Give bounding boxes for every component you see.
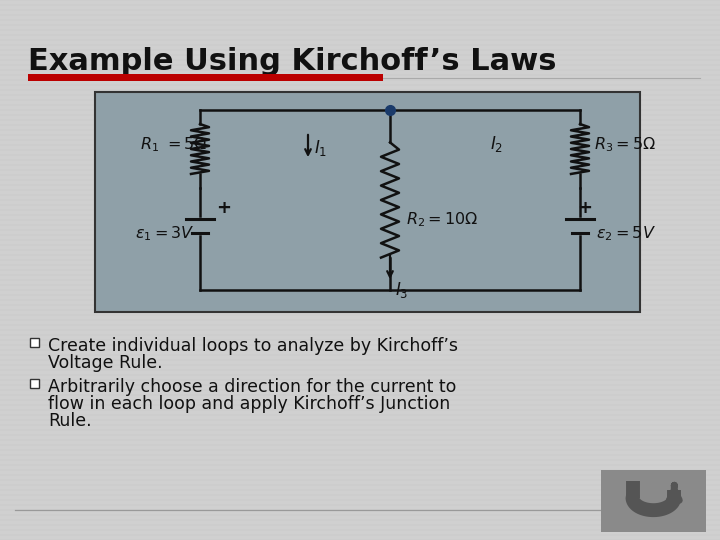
- Text: $I_1$: $I_1$: [314, 138, 328, 158]
- Text: $I_3$: $I_3$: [395, 280, 408, 300]
- Bar: [30, 379, 39, 388]
- Text: $R_3 = 5\Omega$: $R_3 = 5\Omega$: [594, 136, 656, 154]
- Text: $\varepsilon_2 = 5V$: $\varepsilon_2 = 5V$: [596, 225, 656, 244]
- Text: Create individual loops to analyze by Kirchoff’s: Create individual loops to analyze by Ki…: [48, 337, 458, 355]
- Bar: [95, 92, 640, 312]
- Text: $\varepsilon_1 = 3V$: $\varepsilon_1 = 3V$: [135, 225, 194, 244]
- Text: Rule.: Rule.: [48, 412, 91, 430]
- Text: +: +: [216, 199, 231, 217]
- Text: $R_1\ =5\Omega$: $R_1\ =5\Omega$: [140, 136, 207, 154]
- Bar: [28, 74, 383, 81]
- Text: flow in each loop and apply Kirchoff’s Junction: flow in each loop and apply Kirchoff’s J…: [48, 395, 450, 413]
- Text: Arbitrarily choose a direction for the current to: Arbitrarily choose a direction for the c…: [48, 378, 456, 396]
- Text: $I_2$: $I_2$: [490, 134, 503, 154]
- Text: Example Using Kirchoff’s Laws: Example Using Kirchoff’s Laws: [28, 48, 557, 77]
- Text: Voltage Rule.: Voltage Rule.: [48, 354, 163, 372]
- Text: +: +: [577, 199, 592, 217]
- Text: $R_2 = 10\Omega$: $R_2 = 10\Omega$: [406, 211, 478, 229]
- Bar: [30, 338, 39, 347]
